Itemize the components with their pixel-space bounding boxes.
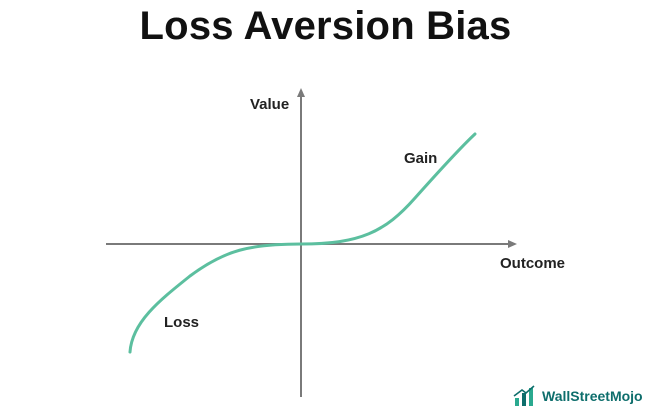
- wallstreetmojo-logo-icon: [513, 385, 535, 406]
- brand-name: WallStreetMojo: [542, 388, 643, 404]
- y-axis-label: Value: [250, 96, 290, 113]
- x-axis-label: Outcome: [500, 255, 566, 272]
- value-curve: [128, 132, 477, 354]
- loss-label: Loss: [164, 314, 200, 331]
- brand-watermark: WallStreetMojo: [512, 383, 643, 409]
- gain-label: Gain: [404, 150, 438, 167]
- page-title: Loss Aversion Bias: [139, 4, 512, 48]
